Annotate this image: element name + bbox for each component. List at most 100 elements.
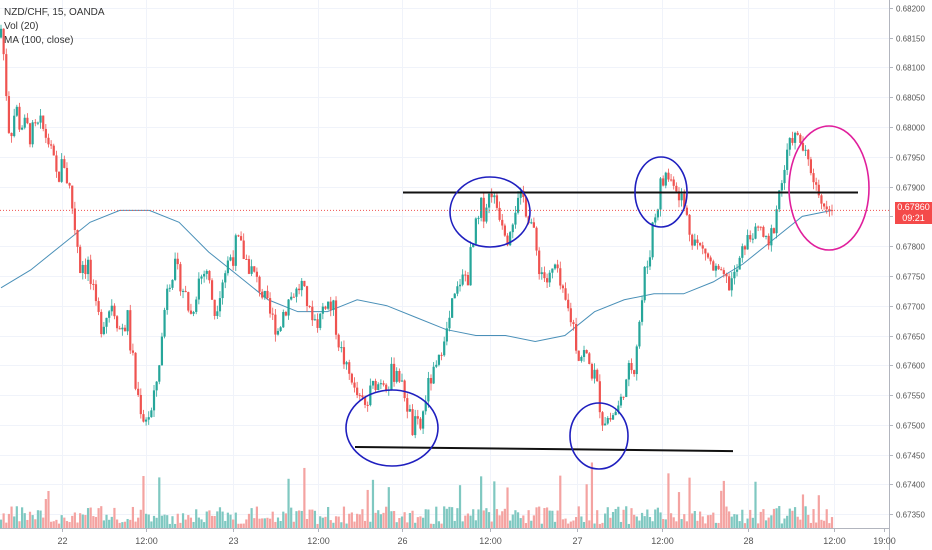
volume-bar <box>751 517 754 528</box>
volume-bar <box>575 517 578 528</box>
candle-body <box>807 149 810 160</box>
volume-bar <box>664 519 667 528</box>
volume-bar <box>137 517 140 528</box>
ma-indicator-label[interactable]: MA (100, close) <box>4 35 74 46</box>
volume-bar <box>292 521 295 528</box>
candle-body <box>44 128 47 138</box>
candle-body <box>630 363 633 371</box>
candle-body <box>627 363 630 380</box>
candle-body <box>443 341 446 356</box>
candle-body <box>7 96 11 133</box>
candle-body <box>308 306 311 308</box>
candle-body <box>582 350 586 358</box>
candle-body <box>105 317 108 327</box>
volume-bar <box>812 509 815 528</box>
volume-bar <box>490 521 493 528</box>
candle-body <box>379 383 382 385</box>
volume-bar <box>696 520 699 528</box>
candle-body <box>147 417 150 420</box>
volume-bar <box>253 518 256 528</box>
candle-body <box>369 385 372 406</box>
candle-body <box>81 264 84 273</box>
volume-bar <box>316 523 319 528</box>
candle-body <box>522 190 525 198</box>
candle-body <box>203 273 206 277</box>
volume-bar <box>329 520 332 528</box>
volume-bar <box>828 523 831 528</box>
candle-body <box>675 185 678 192</box>
candle-body <box>123 327 127 332</box>
candle-body <box>799 134 802 144</box>
volume-bar <box>437 521 441 528</box>
symbol-label[interactable]: NZD/CHF, 15, OANDA <box>4 7 105 18</box>
volume-bar <box>419 516 422 528</box>
volume-bar <box>332 522 335 528</box>
volume-bar <box>775 508 778 528</box>
volume-bar <box>733 514 736 528</box>
volume-bar <box>809 522 812 528</box>
candle-body <box>696 239 699 243</box>
volume-bar <box>764 520 768 528</box>
volume-bar <box>778 506 781 528</box>
candle-body <box>356 387 359 396</box>
volume-bar <box>63 517 66 528</box>
volume-bar <box>276 517 280 528</box>
candle-body <box>427 378 430 402</box>
candle-body <box>540 272 543 275</box>
volume-bar <box>152 515 156 528</box>
candle-body <box>340 347 343 349</box>
volume-bar <box>311 509 314 528</box>
candle-body <box>266 290 269 299</box>
candle-body <box>701 245 704 249</box>
candle-body <box>131 350 135 353</box>
volume-bar <box>179 522 182 528</box>
volume-bar <box>440 523 443 528</box>
volume-bar <box>195 509 198 528</box>
candle-body <box>403 380 406 399</box>
x-tick-label: 22 <box>57 536 67 546</box>
candle-body <box>213 299 216 316</box>
candle-body <box>791 138 794 143</box>
candle-body <box>474 218 477 244</box>
candle-body <box>712 261 715 271</box>
volume-bar <box>39 510 42 528</box>
candle-body <box>28 123 32 145</box>
volume-bar <box>131 506 135 528</box>
volume-bar <box>691 513 694 528</box>
volume-bar <box>770 515 773 528</box>
candle-body <box>456 286 459 294</box>
volume-bar <box>258 518 261 528</box>
candle-body <box>654 217 657 223</box>
volume-bar <box>245 519 248 528</box>
candle-body <box>611 415 615 420</box>
candle-body <box>187 292 190 311</box>
volume-bar <box>746 518 749 528</box>
candle-body <box>150 410 153 418</box>
volume-bar <box>801 494 805 528</box>
volume-bar <box>174 523 177 528</box>
volume-bar <box>530 520 533 528</box>
volume-bar <box>279 520 282 528</box>
volume-bar <box>100 506 103 528</box>
volume-bar <box>506 487 509 528</box>
candle-body <box>108 311 111 318</box>
volume-bar <box>400 516 404 528</box>
volume-bar <box>799 519 802 528</box>
candle-body <box>458 284 462 287</box>
candle-body <box>720 269 723 271</box>
volume-bar <box>646 509 649 528</box>
volume-bar <box>171 516 174 528</box>
volume-bar <box>585 484 588 528</box>
volume-bar <box>469 515 472 528</box>
volume-bar <box>445 508 448 528</box>
candle-body <box>685 207 689 215</box>
volume-bar <box>414 522 417 528</box>
candle-body <box>738 257 741 270</box>
candle-body <box>493 195 496 198</box>
volume-indicator-label[interactable]: Vol (20) <box>4 21 39 32</box>
volume-bar <box>421 517 425 528</box>
candle-body <box>809 159 812 174</box>
candle-body <box>290 296 293 300</box>
